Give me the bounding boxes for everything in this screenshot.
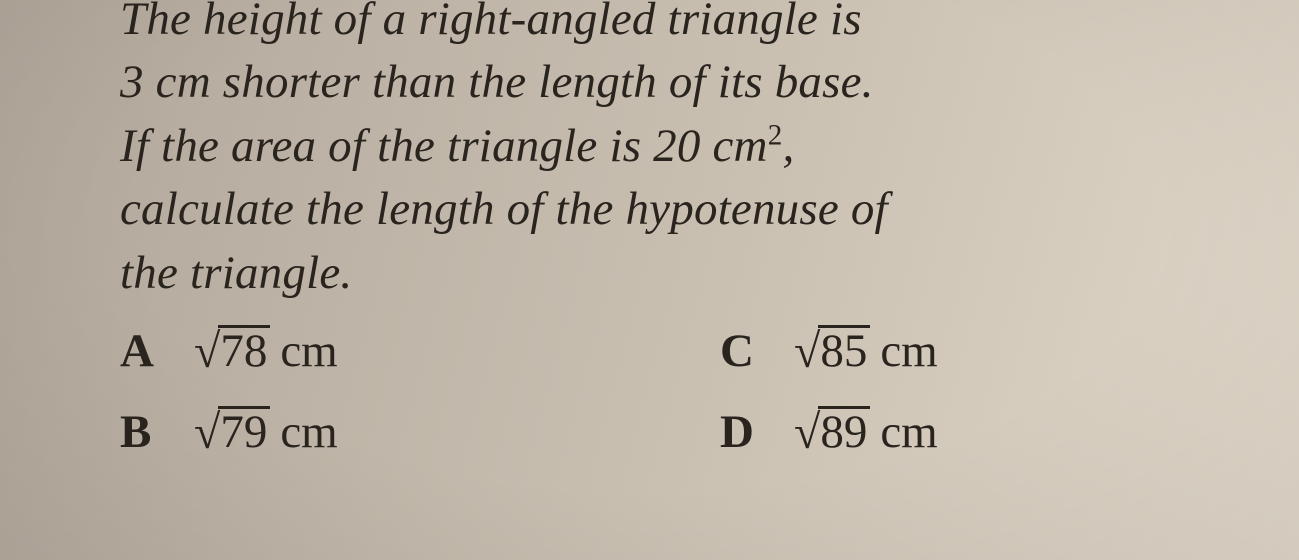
option-a-letter: A [120, 320, 194, 383]
question-line-3-text: If the area of the triangle is 20 cm [120, 120, 768, 172]
option-b-sqrt: √ 79 [194, 400, 270, 465]
radical-icon: √ [794, 320, 820, 385]
option-a-unit: cm [280, 320, 337, 383]
option-b-letter: B [120, 401, 194, 464]
question-line-3: If the area of the triangle is 20 cm2, [120, 115, 1239, 178]
option-d-radicand: 89 [818, 406, 870, 457]
question-line-4: calculate the length of the hypotenuse o… [120, 178, 1239, 241]
option-b-unit: cm [280, 401, 337, 464]
option-c-radicand: 85 [818, 325, 870, 376]
radical-icon: √ [194, 320, 220, 385]
option-a: A √ 78 cm [120, 319, 720, 384]
option-c-sqrt: √ 85 [794, 319, 870, 384]
option-c: C √ 85 cm [720, 319, 1239, 384]
question-line-1: The height of a right-angled triangle is [120, 0, 1239, 51]
option-a-radicand: 78 [218, 325, 270, 376]
option-a-sqrt: √ 78 [194, 319, 270, 384]
question-line-2: 3 cm shorter than the length of its base… [120, 51, 1239, 114]
radical-icon: √ [794, 401, 820, 466]
area-exponent: 2 [768, 119, 783, 151]
option-c-unit: cm [880, 320, 937, 383]
option-d-unit: cm [880, 401, 937, 464]
exam-question: The height of a right-angled triangle is… [0, 0, 1299, 465]
option-b: B √ 79 cm [120, 400, 720, 465]
option-d: D √ 89 cm [720, 400, 1239, 465]
question-line-5: the triangle. [120, 242, 1239, 305]
radical-icon: √ [194, 401, 220, 466]
answer-options: A √ 78 cm C √ 85 cm B √ 79 cm D [120, 319, 1239, 464]
option-b-radicand: 79 [218, 406, 270, 457]
option-d-letter: D [720, 401, 794, 464]
question-line-3-comma: , [782, 120, 794, 172]
option-c-letter: C [720, 320, 794, 383]
option-d-sqrt: √ 89 [794, 400, 870, 465]
question-text: The height of a right-angled triangle is… [120, 0, 1239, 305]
